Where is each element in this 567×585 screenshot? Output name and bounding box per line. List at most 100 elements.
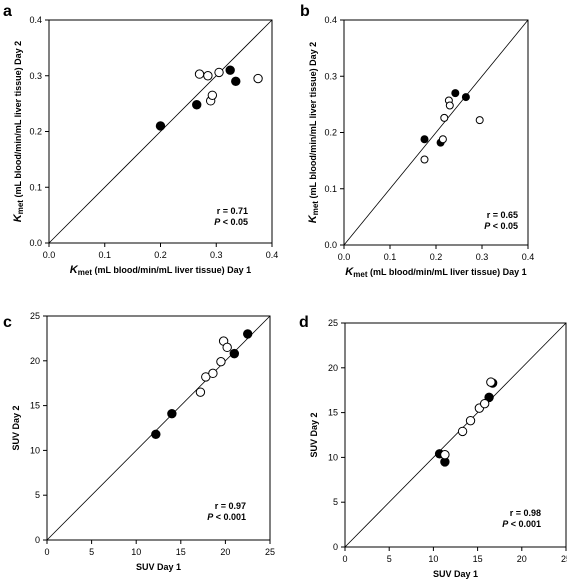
x-tick-label: 15 [473,554,483,564]
y-tick-label: 0.4 [324,15,337,25]
y-axis-label: Kmet (mL blood/min/mL liver tissue) Day … [12,41,25,222]
x-tick-label: 0.1 [384,252,397,262]
x-tick-label: 0.2 [430,252,443,262]
data-point-filled [231,76,241,87]
identity-line [344,322,567,548]
y-tick-label: 0 [333,542,338,552]
panel-d: d 0 5 10 15 20 25 0 5 10 15 20 25 SUV Day 1 SUV Day 2 r… [299,314,567,579]
x-tick-label: 0.0 [338,252,351,262]
data-point-open [440,450,450,460]
x-tick-label: 25 [265,547,275,557]
data-point-filled [420,135,429,144]
panel-c: c 0 5 10 15 20 25 0 5 10 15 20 25 SUV Day 1 SUV Day 2 r… [3,311,275,572]
x-tick-label: 0.3 [210,250,223,260]
stat-r: r = 0.98 [510,508,541,518]
y-tick-label: 25 [328,318,338,328]
data-point-open [222,342,232,353]
data-point-filled [451,89,460,98]
panel-a: a 0.0 0.1 0.2 0.3 0.4 0.0 0.1 0.2 0.3 0.4 Kmet (mL … [3,3,278,277]
data-point-filled [225,65,235,75]
panel-letter: c [3,314,12,331]
y-tick-label: 0.0 [29,238,42,248]
y-tick-label: 0.1 [324,184,337,194]
data-point-filled [155,121,166,131]
stat-p: P < 0.05 [214,217,248,227]
x-tick-label: 20 [220,547,230,557]
data-point-open [203,71,213,81]
data-point-open [486,377,496,387]
data-point-open [195,387,206,397]
y-tick-label: 0.3 [324,71,337,81]
data-point-open [457,426,468,437]
y-tick-label: 15 [30,401,40,411]
data-point-open [208,368,218,379]
y-axis-label: SUV Day 2 [309,412,319,457]
y-tick-label: 15 [328,408,338,418]
stat-r: r = 0.97 [215,501,246,511]
y-tick-label: 25 [30,311,40,321]
y-tick-label: 0.1 [29,182,42,192]
x-tick-label: 0.2 [154,250,167,260]
identity-line [343,19,529,246]
data-point-filled [167,408,177,419]
x-tick-label: 0.4 [266,250,279,260]
panel-letter: b [300,3,310,20]
stat-p: P < 0.001 [502,519,541,529]
data-point-open [479,398,490,409]
x-tick-label: 0.0 [43,250,56,260]
data-point-filled [192,100,202,110]
x-tick-label: 10 [131,547,141,557]
x-tick-label: 25 [561,554,567,564]
x-tick-label: 0.1 [98,250,111,260]
x-axis-label: SUV Day 1 [433,569,478,579]
data-point-open [253,73,263,84]
data-point-filled [229,348,240,359]
y-tick-label: 10 [30,445,40,455]
data-point-open [445,101,454,110]
x-axis-label: Kmet (mL blood/min/mL liver tissue) Day … [70,264,251,277]
y-tick-label: 0.2 [29,127,42,137]
data-point-open [207,90,218,100]
x-tick-label: 5 [387,554,392,564]
data-point-filled [151,429,161,439]
x-tick-label: 10 [428,554,438,564]
x-axis-label: Kmet (mL blood/min/mL liver tissue) Day … [345,266,526,279]
plot-frame [344,322,567,548]
panel-letter: d [299,314,309,331]
data-point-filled [461,93,470,102]
stat-r: r = 0.71 [217,206,248,216]
x-tick-label: 20 [517,554,527,564]
y-tick-label: 5 [333,497,338,507]
data-point-open [475,116,484,125]
data-point-open [420,155,429,164]
data-point-open [440,113,449,122]
y-tick-label: 5 [35,490,40,500]
identity-line [48,19,273,244]
x-tick-label: 0 [44,547,49,557]
data-point-open [194,69,205,79]
x-tick-label: 15 [176,547,186,557]
stat-p: P < 0.05 [484,221,518,231]
x-tick-label: 0 [342,554,347,564]
y-tick-label: 0.2 [324,128,337,138]
y-tick-label: 0.3 [29,71,42,81]
stat-p: P < 0.001 [207,512,246,522]
y-tick-label: 10 [328,452,338,462]
data-point-filled [243,329,253,339]
data-point-filled [484,392,494,403]
y-axis-label: SUV Day 2 [11,405,21,450]
y-tick-label: 20 [328,363,338,373]
data-point-open [438,135,447,144]
x-axis-label: SUV Day 1 [136,562,181,572]
data-point-open [214,67,224,78]
x-tick-label: 0.3 [476,252,489,262]
y-tick-label: 0.0 [324,240,337,250]
x-tick-label: 5 [89,547,94,557]
plot-frame [46,315,271,541]
panel-letter: a [3,3,12,20]
stat-r: r = 0.65 [487,210,518,220]
panel-b: b 0.0 0.1 0.2 0.3 0.4 0.0 0.1 0.2 0.3 0.4 Kmet (mL … [300,3,534,279]
y-tick-label: 0.4 [29,15,42,25]
y-tick-label: 0 [35,535,40,545]
